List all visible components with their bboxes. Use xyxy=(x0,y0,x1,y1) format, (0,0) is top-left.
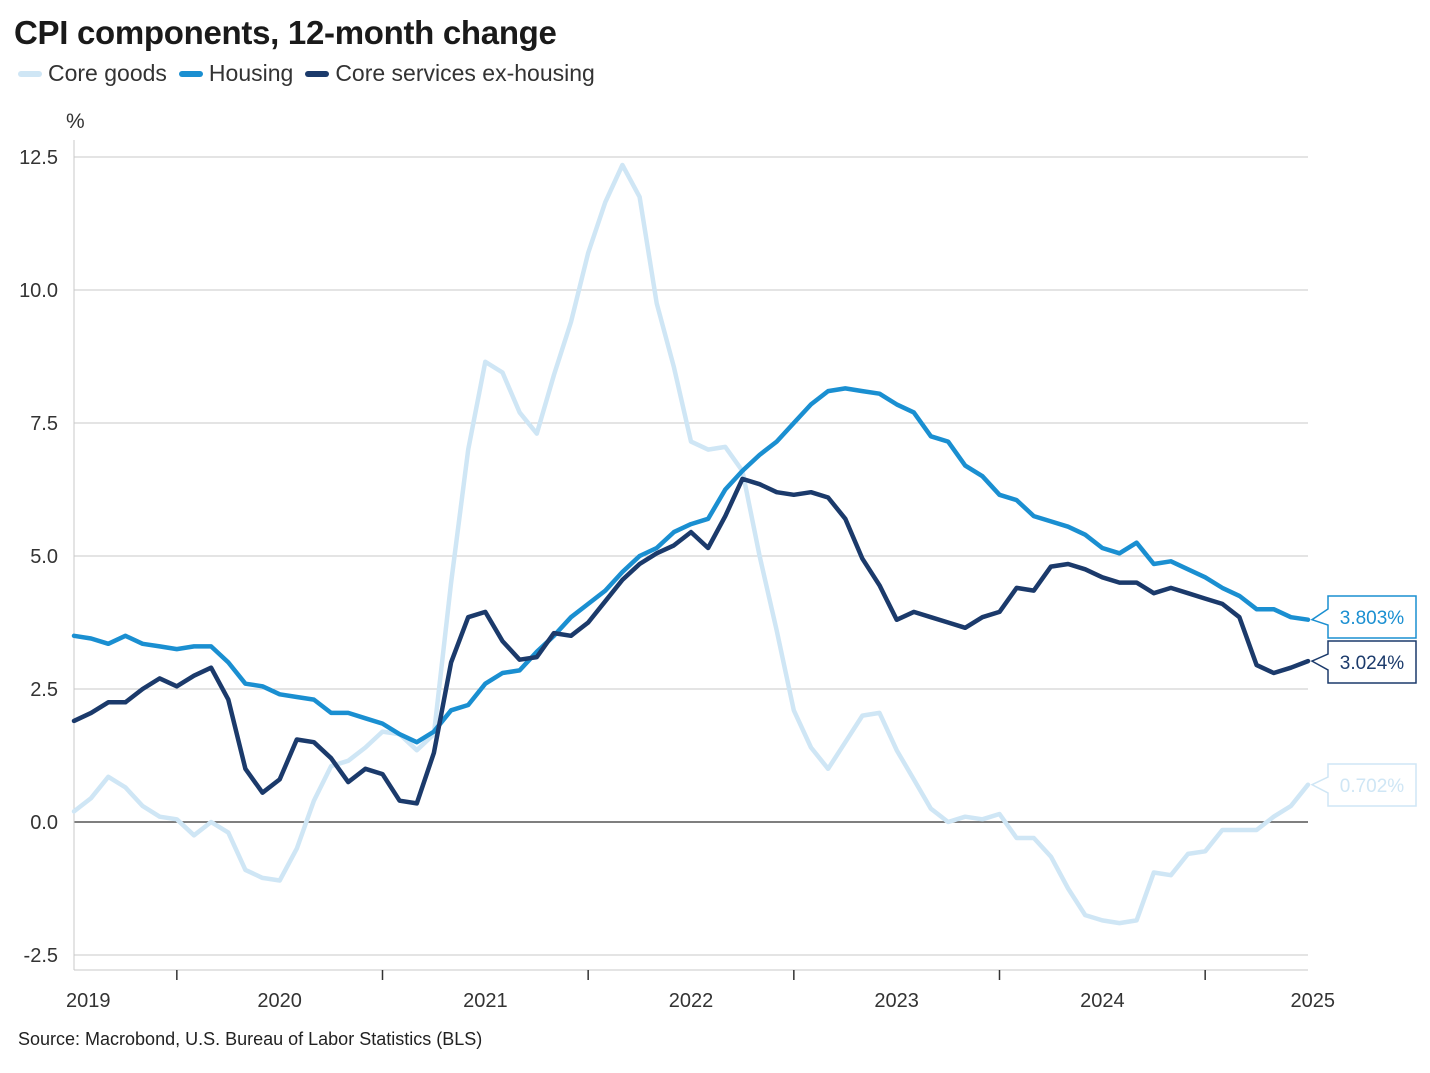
legend-item-core-services: Core services ex-housing xyxy=(305,60,595,87)
y-tick-label-4: 7.5 xyxy=(30,413,58,435)
legend-item-core-goods: Core goods xyxy=(18,60,167,87)
grid-lines xyxy=(73,140,1308,970)
legend-label-core-goods: Core goods xyxy=(48,60,167,86)
y-tick-label-2: 2.5 xyxy=(30,679,58,701)
x-tick-label-6: 2025 xyxy=(1291,990,1336,1012)
x-tick-label-0: 2019 xyxy=(66,990,111,1012)
y-tick-label-3: 5.0 xyxy=(30,546,58,568)
end-labels: 3.803% 3.024% 0.702% xyxy=(1310,595,1417,807)
legend-label-housing: Housing xyxy=(208,60,294,86)
x-tick-label-2: 2021 xyxy=(463,990,508,1012)
legend-swatch-core-goods xyxy=(18,70,42,77)
series-lines xyxy=(71,162,1311,926)
end-label-box-2 xyxy=(1310,640,1417,684)
y-tick-label-6: 12.5 xyxy=(19,147,58,169)
end-label-text-1: 3.803% xyxy=(1340,608,1405,629)
x-axis: 2019 2020 2021 2022 2023 2024 2025 xyxy=(66,969,1336,1012)
end-label-text-0: 0.702% xyxy=(1340,776,1405,797)
y-tick-label-1: 0.0 xyxy=(30,812,58,834)
legend-label-core-services: Core services ex-housing xyxy=(335,60,595,86)
y-tick-label-5: 10.0 xyxy=(19,280,58,302)
x-tick-label-1: 2020 xyxy=(257,990,302,1012)
end-label-text-2: 3.024% xyxy=(1340,653,1405,674)
chart-title: CPI components, 12-month change xyxy=(14,14,557,51)
series-line-0 xyxy=(71,162,1311,926)
chart-legend: Core goods Housing Core services ex-hous… xyxy=(18,60,595,87)
legend-swatch-core-services xyxy=(305,70,330,77)
series-line-2 xyxy=(71,476,1311,806)
end-label-box-1 xyxy=(1310,595,1417,639)
end-label-box-0 xyxy=(1310,763,1417,807)
y-axis-unit-label: % xyxy=(66,110,85,133)
legend-swatch-housing xyxy=(178,70,203,77)
x-tick-label-5: 2024 xyxy=(1080,990,1125,1012)
source-note: Source: Macrobond, U.S. Bureau of Labor … xyxy=(18,1029,483,1049)
y-tick-label-0: -2.5 xyxy=(24,945,58,967)
series-line-1 xyxy=(71,386,1311,745)
legend-item-housing: Housing xyxy=(178,60,294,87)
x-tick-label-4: 2023 xyxy=(874,990,919,1012)
y-axis-ticks: -2.5 0.0 2.5 5.0 7.5 10.0 12.5 xyxy=(19,147,58,967)
x-tick-label-3: 2022 xyxy=(669,990,714,1012)
